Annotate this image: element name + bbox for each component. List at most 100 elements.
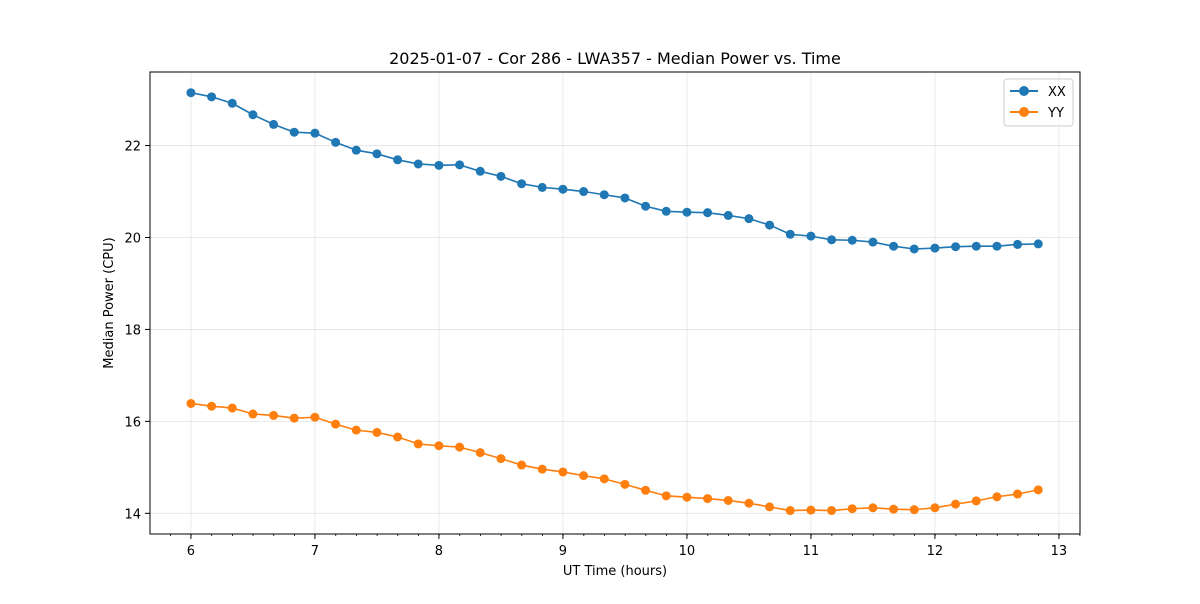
data-point-xx [434, 160, 444, 170]
data-point-yy [909, 505, 919, 515]
data-point-yy [806, 505, 816, 515]
data-point-yy [269, 410, 279, 420]
data-point-yy [620, 479, 630, 489]
data-point-xx [641, 201, 651, 211]
data-point-xx [475, 166, 485, 176]
x-tick-label: 7 [311, 544, 319, 559]
data-point-xx [393, 155, 403, 165]
data-point-yy [455, 442, 465, 452]
data-point-yy [951, 499, 961, 509]
data-point-xx [620, 193, 630, 203]
y-tick-label: 18 [124, 323, 141, 338]
data-point-yy [889, 504, 899, 514]
data-point-xx [827, 235, 837, 245]
data-point-xx [351, 145, 361, 155]
data-point-yy [682, 492, 692, 502]
data-point-xx [889, 241, 899, 251]
x-tick-label: 9 [559, 544, 567, 559]
y-tick-label: 16 [124, 415, 141, 430]
data-point-xx [413, 159, 423, 169]
data-point-xx [496, 171, 506, 181]
data-point-xx [269, 119, 279, 129]
x-tick-label: 6 [187, 544, 195, 559]
data-point-yy [413, 439, 423, 449]
data-point-yy [393, 432, 403, 442]
data-point-xx [785, 229, 795, 239]
data-point-yy [537, 464, 547, 474]
data-point-yy [765, 502, 775, 512]
data-point-yy [785, 506, 795, 516]
data-point-xx [951, 242, 961, 252]
data-point-yy [992, 492, 1002, 502]
data-point-yy [1033, 485, 1043, 495]
data-point-yy [207, 401, 217, 411]
data-point-xx [930, 243, 940, 253]
data-point-xx [723, 210, 733, 220]
data-point-xx [186, 88, 196, 98]
data-point-yy [971, 496, 981, 506]
data-point-yy [723, 495, 733, 505]
data-point-xx [806, 231, 816, 241]
data-point-yy [661, 491, 671, 501]
data-point-yy [517, 460, 527, 470]
data-point-xx [331, 137, 341, 147]
data-point-yy [641, 485, 651, 495]
data-point-yy [310, 412, 320, 422]
data-point-yy [289, 413, 299, 423]
axis-ticks: 6 7 8 9 10 11 12 13 14 16 18 20 22 [124, 140, 1081, 559]
data-point-xx [971, 241, 981, 251]
data-point-xx [599, 190, 609, 200]
data-point-yy [372, 427, 382, 437]
data-point-xx [992, 241, 1002, 251]
x-tick-label: 10 [679, 544, 696, 559]
legend-marker-yy [1019, 107, 1029, 117]
data-point-yy [434, 441, 444, 451]
data-point-xx [248, 110, 258, 120]
data-point-yy [496, 454, 506, 464]
x-tick-label: 11 [803, 544, 820, 559]
data-point-xx [703, 208, 713, 218]
data-point-yy [351, 425, 361, 435]
data-point-xx [1013, 239, 1023, 249]
data-point-xx [517, 179, 527, 189]
data-point-yy [827, 506, 837, 516]
data-point-xx [1033, 239, 1043, 249]
data-point-yy [868, 503, 878, 513]
data-point-xx [537, 182, 547, 192]
data-point-xx [207, 92, 217, 102]
data-point-yy [1013, 489, 1023, 499]
data-point-yy [475, 448, 485, 458]
x-tick-label: 8 [435, 544, 443, 559]
data-point-xx [558, 184, 568, 194]
x-tick-label: 13 [1051, 544, 1068, 559]
data-point-yy [186, 398, 196, 408]
data-point-xx [579, 187, 589, 197]
data-point-xx [455, 160, 465, 170]
grid-lines [150, 72, 1080, 534]
x-axis-label: UT Time (hours) [563, 564, 667, 579]
chart-title: 2025-01-07 - Cor 286 - LWA357 - Median P… [389, 49, 841, 68]
data-point-yy [248, 409, 258, 419]
data-point-yy [558, 467, 568, 477]
data-point-xx [682, 207, 692, 217]
data-point-yy [331, 419, 341, 429]
data-point-xx [847, 235, 857, 245]
y-axis-label: Median Power (CPU) [102, 237, 117, 368]
legend-marker-xx [1019, 86, 1029, 96]
data-point-xx [310, 128, 320, 138]
legend: XX YY [1003, 78, 1074, 127]
data-point-yy [703, 494, 713, 504]
data-point-yy [599, 474, 609, 484]
data-point-yy [744, 498, 754, 508]
data-point-yy [847, 504, 857, 514]
data-point-xx [744, 214, 754, 224]
data-point-xx [227, 98, 237, 108]
data-point-xx [661, 206, 671, 216]
legend-label-yy: YY [1047, 106, 1064, 121]
x-tick-label: 12 [927, 544, 944, 559]
data-point-xx [765, 220, 775, 230]
data-point-xx [289, 127, 299, 137]
data-point-xx [868, 237, 878, 247]
